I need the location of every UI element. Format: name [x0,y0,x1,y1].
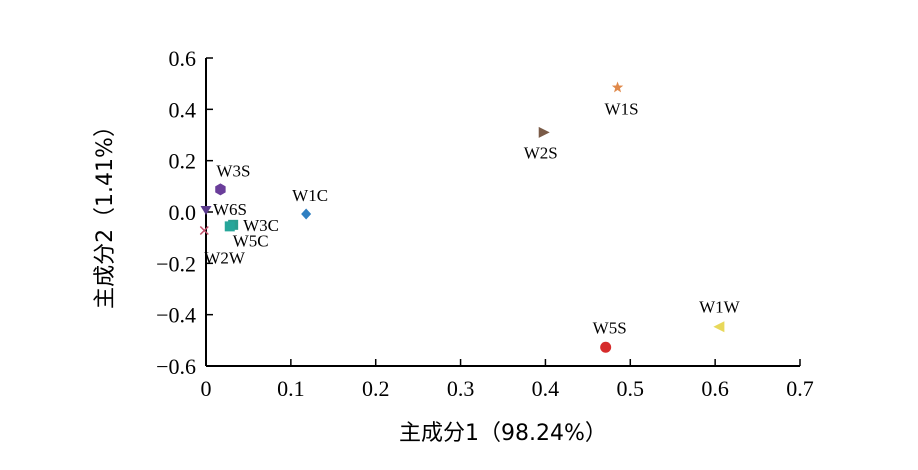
x-tick-label: 0.6 [701,376,729,401]
data-point-W3S [215,183,226,196]
point-label-W1W: W1W [699,298,741,317]
data-point-W5C [224,221,235,232]
data-point-W6S [200,205,212,215]
point-label-W5S: W5S [593,318,627,337]
data-point-W2W [199,225,209,236]
x-tick-label: 0.5 [617,376,645,401]
data-point-W1S [611,81,624,93]
x-tick-label: 0.2 [362,376,390,401]
point-label-W5C: W5C [233,231,269,250]
x-tick-label: 0.4 [532,376,560,401]
data-point-W2S [538,126,550,138]
point-label-W2W: W2W [204,248,246,267]
point-label-W3S: W3S [216,161,250,180]
x-tick-label: 0.7 [786,376,814,401]
point-label-W3C: W3C [243,216,279,235]
y-tick-label: −0.2 [156,251,196,276]
x-tick-label: 0.1 [277,376,305,401]
point-label-W6S: W6S [213,200,247,219]
y-tick-label: 0.6 [169,46,197,71]
x-tick-label: 0 [201,376,212,401]
data-point-W5S [600,341,612,353]
y-tick-label: 0.0 [169,200,197,225]
point-label-W1S: W1S [605,100,639,119]
x-axis-label: 主成分1（98.24%） [399,421,607,446]
point-label-W1C: W1C [292,186,328,205]
point-label-W2S: W2S [524,143,558,162]
x-tick-label: 0.3 [447,376,475,401]
y-tick-label: 0.4 [169,97,197,122]
y-tick-label: −0.6 [156,354,196,379]
y-tick-label: 0.2 [169,149,197,174]
data-point-W1W [713,321,725,333]
y-tick-label: −0.4 [156,303,196,328]
y-axis-label: 主成分2（1.41%） [93,115,118,309]
data-point-W1C [301,208,312,220]
